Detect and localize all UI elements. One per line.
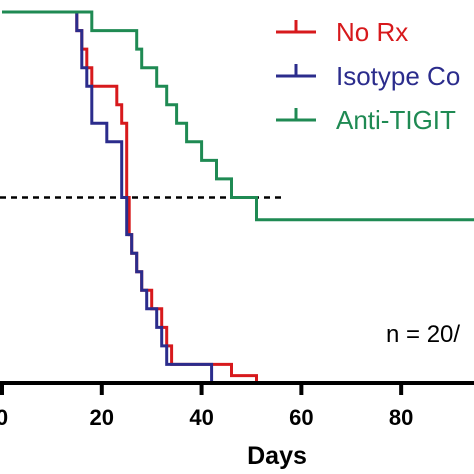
sample-size-annotation: n = 20/ xyxy=(386,321,460,348)
x-axis-label: Days xyxy=(247,442,307,470)
x-tick-label: 80 xyxy=(389,405,413,430)
x-tick-label: 0 xyxy=(0,405,8,430)
series-line-2 xyxy=(2,10,214,383)
legend: No Rx Isotype Co Anti-TIGIT xyxy=(276,17,460,135)
x-tick-label: 40 xyxy=(189,405,213,430)
plot-lines xyxy=(0,10,474,383)
axes: 0 20 40 60 80 xyxy=(0,381,474,430)
legend-label-2: Isotype Co xyxy=(336,61,460,91)
x-tick-label: 20 xyxy=(90,405,114,430)
series-line-3 xyxy=(2,10,474,222)
legend-label-3: Anti-TIGIT xyxy=(336,105,456,135)
series-line-1 xyxy=(2,10,258,383)
x-tick-label: 60 xyxy=(289,405,313,430)
legend-label-1: No Rx xyxy=(336,17,408,47)
